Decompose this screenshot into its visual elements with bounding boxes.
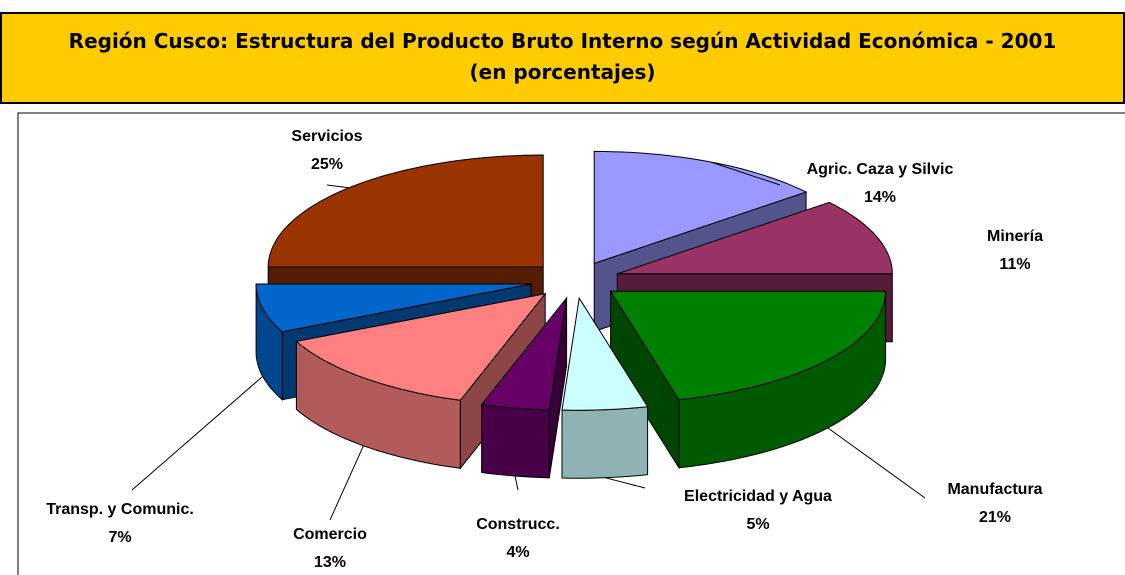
value-label: 7% [108, 529, 131, 546]
category-label: Servicios [291, 128, 362, 145]
leader-line [604, 477, 646, 489]
category-label: Agric. Caza y Silvic [807, 161, 954, 178]
slice [609, 289, 887, 470]
slice [480, 296, 568, 479]
value-label: 13% [314, 554, 346, 571]
leader-line [326, 184, 349, 189]
value-label: 25% [311, 156, 343, 173]
slice-top [561, 296, 649, 411]
category-label: Minería [987, 228, 1043, 245]
leader-line [827, 427, 926, 499]
slice-top [480, 296, 568, 411]
leader-line [514, 475, 519, 491]
leader-line [131, 376, 264, 491]
value-label: 21% [979, 509, 1011, 526]
slice-top [617, 201, 893, 275]
slice-top [295, 292, 547, 401]
value-label: 4% [506, 544, 529, 561]
title-box: Región Cusco: Estructura del Producto Br… [0, 12, 1125, 104]
labels: Agric. Caza y Silvic 14% Minería 11% Manufac… [46, 128, 1043, 571]
value-label: 14% [864, 189, 896, 206]
category-label: Comercio [293, 526, 367, 543]
leader-line [711, 161, 781, 186]
category-label: Electricidad y Agua [684, 488, 832, 505]
leader-line [329, 445, 364, 521]
chart-subtitle: (en porcentajes) [469, 60, 656, 84]
category-label: Manufactura [947, 481, 1042, 498]
plot-border [17, 112, 1125, 575]
category-label: Construcc. [476, 516, 560, 533]
value-label: 5% [746, 516, 769, 533]
slice-top [609, 290, 887, 401]
slice [561, 296, 649, 479]
slice-wall [561, 406, 649, 479]
slice-top [255, 283, 532, 333]
chart-title: Región Cusco: Estructura del Producto Br… [68, 29, 1057, 53]
category-label: Transp. y Comunic. [46, 501, 194, 518]
slice-wall [481, 403, 550, 479]
slice-top [267, 154, 544, 268]
pie [255, 150, 893, 479]
value-label: 11% [999, 256, 1030, 273]
